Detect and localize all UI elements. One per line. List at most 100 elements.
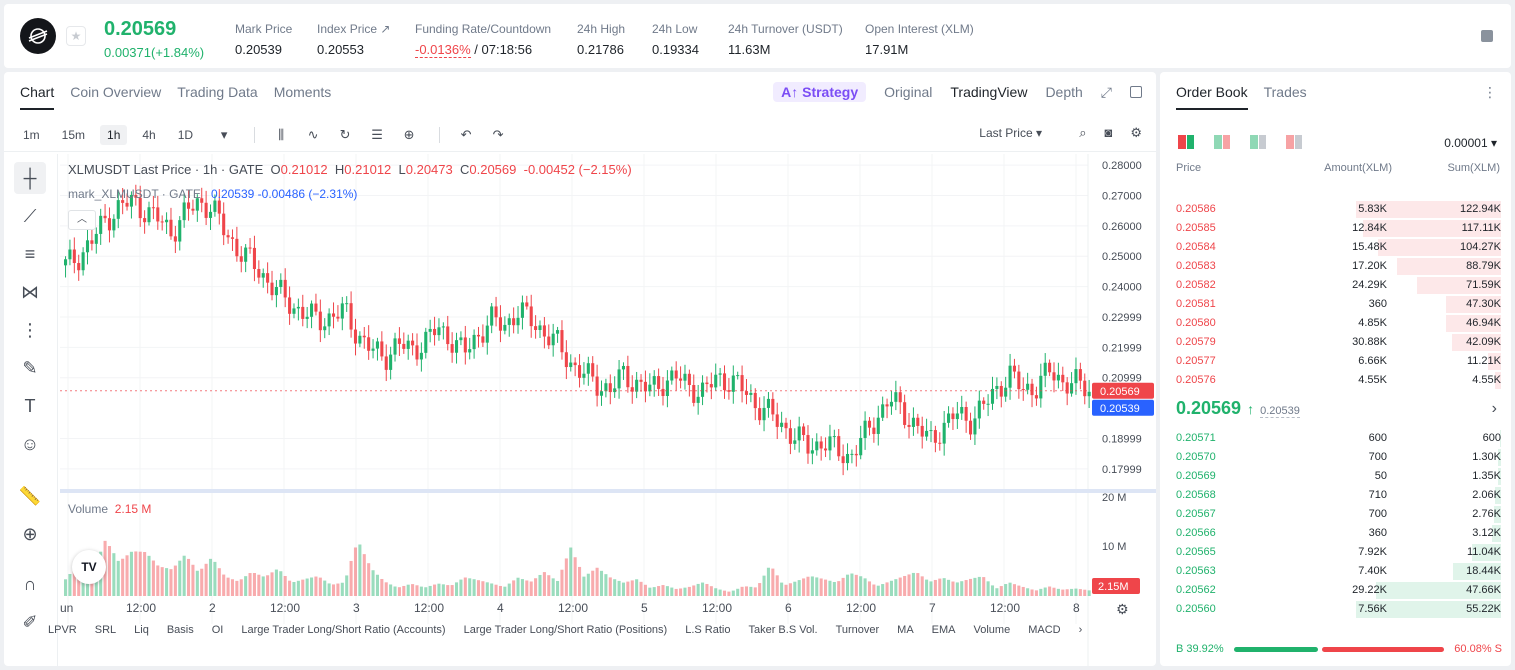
indicators-icon[interactable]: ∿ — [307, 126, 319, 142]
timeframe-1d[interactable]: 1D — [177, 127, 194, 142]
book-icon[interactable] — [1481, 30, 1493, 42]
tab-depth[interactable]: Depth — [1045, 84, 1083, 100]
indicator-taker-b-s-vol-[interactable]: Taker B.S Vol. — [748, 624, 818, 636]
candle-body — [327, 313, 331, 327]
indicator-oi[interactable]: OI — [211, 624, 224, 636]
ask-row[interactable]: 0.20577 6.66K 11.21K — [1160, 352, 1511, 371]
indicator-volume[interactable]: Volume — [973, 624, 1011, 636]
bid-row[interactable]: 0.20566 360 3.12K — [1160, 524, 1511, 543]
strategy-button[interactable]: A↑ Strategy — [773, 82, 867, 102]
axis-settings-icon[interactable]: ⚙ — [1116, 601, 1129, 617]
ask-row[interactable]: 0.20585 12.84K 117.11K — [1160, 219, 1511, 238]
tab-original[interactable]: Original — [884, 84, 933, 100]
mode-icon-2[interactable] — [1214, 135, 1230, 149]
indicator-ema[interactable]: EMA — [931, 624, 956, 636]
divider — [254, 126, 256, 143]
indicator-turnover[interactable]: Turnover — [835, 624, 880, 636]
ask-row[interactable]: 0.20576 4.55K 4.55K — [1160, 371, 1511, 390]
indicator-ma[interactable]: MA — [897, 624, 914, 636]
candle-body — [208, 211, 213, 218]
tab-order-book[interactable]: Order Book — [1176, 84, 1248, 110]
ruler-icon[interactable]: 📏 — [18, 485, 42, 506]
funding-rate-value[interactable]: -0.0136% — [415, 42, 471, 58]
more-icon[interactable]: ⋮ — [1483, 84, 1497, 100]
stat-index-price[interactable]: Index Price ↗ 0.20553 — [317, 22, 390, 57]
timeframe-15m[interactable]: 15m — [61, 127, 86, 142]
zoom-in-icon[interactable]: ⊕ — [22, 523, 38, 544]
indicator-large-trader-long-short-ratio-accounts-[interactable]: Large Trader Long/Short Ratio (Accounts) — [241, 624, 446, 636]
indicator-srl[interactable]: SRL — [94, 624, 117, 636]
tab-trades[interactable]: Trades — [1263, 84, 1307, 100]
candle-type-icon[interactable]: ⫼ — [278, 126, 285, 142]
search-icon[interactable]: ⌕ — [1079, 125, 1087, 140]
chevron-down-icon[interactable]: ▾ — [220, 126, 228, 142]
brush-icon[interactable]: ✎ — [22, 357, 38, 378]
bid-row[interactable]: 0.20571 600 600 — [1160, 429, 1511, 448]
both-sides-icon[interactable] — [1178, 135, 1194, 149]
ask-row[interactable]: 0.20586 5.83K 122.94K — [1160, 200, 1511, 219]
asks-only-icon[interactable] — [1286, 135, 1302, 149]
templates-icon[interactable]: ☰ — [371, 126, 383, 142]
trend-line-icon[interactable]: ⟋ — [23, 205, 37, 226]
favorite-star-icon[interactable]: ★ — [66, 26, 86, 46]
indicator-l-s-ratio[interactable]: L.S Ratio — [685, 624, 731, 636]
candle-body — [705, 382, 709, 385]
tab-moments[interactable]: Moments — [273, 84, 332, 100]
redo-icon[interactable]: ↷ — [492, 126, 504, 142]
bid-row[interactable]: 0.20565 7.92K 11.04K — [1160, 543, 1511, 562]
bid-row[interactable]: 0.20563 7.40K 18.44K — [1160, 562, 1511, 581]
ask-row[interactable]: 0.20579 30.88K 42.09K — [1160, 333, 1511, 352]
timeframe-1h[interactable]: 1h — [100, 124, 128, 145]
timeframe-4h[interactable]: 4h — [142, 127, 156, 142]
tab-tradingview[interactable]: TradingView — [950, 84, 1028, 100]
precision-select[interactable]: 0.00001 ▾ — [1444, 136, 1497, 150]
camera-icon[interactable]: ◙ — [1104, 125, 1113, 140]
indicator-large-trader-long-short-ratio-positions-[interactable]: Large Trader Long/Short Ratio (Positions… — [463, 624, 668, 636]
fib-icon[interactable]: ⋮ — [21, 319, 39, 340]
volume-bar — [648, 587, 652, 596]
horizontal-lines-icon[interactable]: ≡ — [24, 243, 36, 264]
undo-icon[interactable]: ↶ — [460, 126, 472, 142]
bid-row[interactable]: 0.20560 7.56K 55.22K — [1160, 600, 1511, 619]
chevron-right-icon[interactable]: › — [1078, 624, 1083, 636]
pattern-icon[interactable]: ⋈ — [21, 281, 39, 302]
expand-icon[interactable]: ⤢ — [1100, 83, 1112, 100]
ask-row[interactable]: 0.20580 4.85K 46.94K — [1160, 314, 1511, 333]
refresh-icon[interactable]: ↻ — [339, 126, 351, 142]
indicator-lpvr[interactable]: LPVR — [48, 624, 77, 636]
ask-row[interactable]: 0.20581 360 47.30K — [1160, 295, 1511, 314]
tab-coin-overview[interactable]: Coin Overview — [70, 84, 162, 100]
emoji-icon[interactable]: ☺ — [20, 433, 40, 454]
sell-ratio-bar — [1322, 647, 1444, 652]
tradingview-logo-icon[interactable]: TV — [72, 550, 106, 584]
timeframe-1m[interactable]: 1m — [23, 127, 40, 142]
ask-row[interactable]: 0.20583 17.20K 88.79K — [1160, 257, 1511, 276]
window-icon[interactable] — [1130, 86, 1142, 98]
bid-row[interactable]: 0.20570 700 1.30K — [1160, 448, 1511, 467]
bid-row[interactable]: 0.20567 700 2.76K — [1160, 505, 1511, 524]
ask-row[interactable]: 0.20582 24.29K 71.59K — [1160, 276, 1511, 295]
order-amount: 7.56K — [1358, 603, 1387, 615]
add-indicator-icon[interactable]: ⊕ — [403, 126, 415, 142]
pencil-lock-icon[interactable]: ✐ — [22, 611, 38, 632]
indicator-liq[interactable]: Liq — [134, 624, 149, 636]
chevron-right-icon[interactable]: › — [1491, 400, 1497, 417]
ask-row[interactable]: 0.20584 15.48K 104.27K — [1160, 238, 1511, 257]
stat-mark-price: Mark Price 0.20539 — [235, 22, 292, 57]
tab-chart[interactable]: Chart — [20, 84, 55, 110]
bid-row[interactable]: 0.20568 710 2.06K — [1160, 486, 1511, 505]
bids-only-icon[interactable] — [1250, 135, 1266, 149]
price-type-select[interactable]: Last Price ▾ — [979, 126, 1042, 140]
tab-trading-data[interactable]: Trading Data — [177, 84, 258, 100]
indicator-macd[interactable]: MACD — [1028, 624, 1061, 636]
indicator-basis[interactable]: Basis — [166, 624, 194, 636]
price-chart[interactable]: 0.28000 0.27000 0.26000 0.25000 0.24000 0.229… — [60, 154, 1156, 666]
magnet-icon[interactable]: ∩ — [23, 573, 37, 594]
bid-row[interactable]: 0.20562 29.22K 47.66K — [1160, 581, 1511, 600]
bid-row[interactable]: 0.20569 50 1.35K — [1160, 467, 1511, 486]
gear-icon[interactable]: ⚙ — [1130, 125, 1142, 140]
crosshair-icon[interactable]: ┼ — [14, 162, 46, 194]
stat-24h-low: 24h Low 0.19334 — [652, 22, 699, 57]
collapse-legend-button[interactable]: ︿ — [68, 210, 96, 230]
text-icon[interactable]: T — [24, 395, 36, 416]
